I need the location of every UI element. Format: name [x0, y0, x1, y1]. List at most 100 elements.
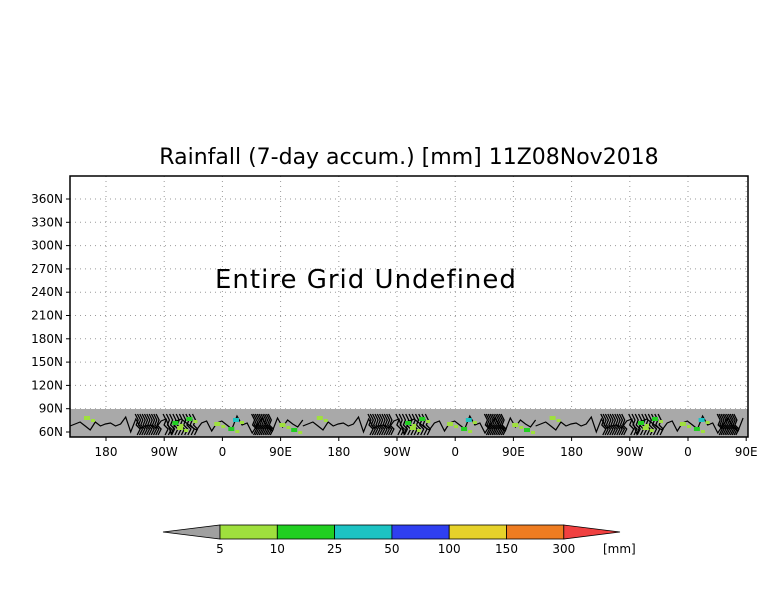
rainfall-pixel	[240, 421, 244, 424]
x-tick-label: 0	[451, 445, 459, 459]
colorbar-label: 50	[384, 542, 399, 556]
coastline-fragment	[379, 413, 386, 436]
coastline-fragment	[381, 413, 388, 436]
colorbar-label: 5	[216, 542, 224, 556]
colorbar-label: 300	[552, 542, 575, 556]
coastline-fragment	[729, 413, 736, 436]
x-tick-label: 90E	[269, 445, 292, 459]
coastline-fragment	[386, 413, 393, 436]
coastline-fragment	[602, 413, 609, 436]
coastline-fragment	[165, 413, 173, 436]
coastline-fragment	[155, 413, 162, 436]
coastline-fragment	[146, 413, 153, 436]
rainfall-data-pixels	[84, 416, 710, 434]
coastline-fragment	[367, 413, 374, 436]
coastline-fragment	[657, 413, 664, 436]
coastline-fragment	[607, 413, 614, 436]
coastline-fragment	[136, 413, 144, 436]
rainfall-pixel	[323, 419, 328, 422]
coastline-fragment	[169, 413, 176, 436]
coastline-fragment	[493, 413, 500, 436]
colorbar-swatch	[391, 524, 450, 540]
coastline-fragment	[631, 413, 638, 436]
plot-area	[70, 176, 748, 437]
coastline-fragment	[369, 413, 377, 436]
rainfall-pixel	[447, 422, 454, 426]
rainfall-pixel	[291, 428, 298, 432]
coastline-fragment	[489, 413, 496, 436]
coastline-fragment	[374, 413, 381, 436]
rainfall-pixel	[465, 418, 472, 422]
rainfall-pixel	[221, 425, 226, 428]
coastline-fragment	[483, 413, 491, 436]
coastline-fragment	[609, 413, 616, 436]
coastline-fragment	[372, 413, 379, 436]
coastline-fragment	[424, 413, 432, 436]
y-axis-ticks: 360N 330N 300N 270N 240N 210N 180N 150N 120N 90N 6…	[31, 192, 70, 439]
rainfall-pixel	[298, 431, 303, 434]
rainfall-pixel	[235, 430, 240, 433]
x-tick-label: 90E	[502, 445, 525, 459]
rainfall-pixel	[233, 418, 239, 422]
x-tick-label: 90W	[616, 445, 643, 459]
coastline-fragment	[143, 413, 151, 436]
coastline-fragment	[600, 413, 607, 436]
coastline-fragment	[388, 413, 395, 436]
coastline-fragment	[634, 413, 641, 436]
y-tick-label: 270N	[31, 262, 63, 276]
y-tick-label: 150N	[31, 355, 63, 369]
coastline-fragment	[141, 413, 148, 436]
rainfall-pixel	[556, 419, 561, 422]
coastline-fragment	[191, 413, 199, 436]
x-tick-label: 90W	[383, 445, 410, 459]
coastline-fragment	[491, 413, 498, 436]
coastline-fragment	[495, 413, 502, 436]
coastline-fragment	[139, 413, 146, 436]
rainfall-pixel	[214, 422, 221, 426]
rainfall-pixel	[409, 426, 416, 430]
y-tick-label: 120N	[31, 378, 63, 392]
rainfall-pixel	[652, 417, 658, 421]
y-tick-label: 300N	[31, 239, 63, 253]
rainfall-pixel	[659, 420, 663, 423]
coastline-fragment	[267, 413, 275, 436]
coastline-fragment	[616, 413, 623, 436]
rainfall-pixel	[519, 426, 524, 429]
coastline-fragment	[725, 413, 733, 436]
rainfall-pixel	[416, 429, 421, 432]
y-tick-label: 240N	[31, 285, 63, 299]
y-tick-label: 60N	[39, 425, 63, 439]
y-tick-label: 210N	[31, 309, 63, 323]
plot-frame	[69, 175, 749, 438]
coastline-fragment	[718, 413, 725, 436]
coastline-fragment	[724, 413, 731, 436]
coastline-fragment	[618, 413, 626, 436]
map-panel	[69, 175, 749, 438]
colorbar-label: 10	[270, 542, 285, 556]
colorbar-swatch	[276, 524, 335, 540]
rainfall-pixel	[172, 421, 179, 425]
rainfall-pixel	[179, 424, 184, 427]
rainfall-pixel	[472, 421, 477, 424]
undefined-grid-message: Entire Grid Undefined	[215, 265, 517, 295]
colorbar-swatch	[506, 524, 565, 540]
coastline-fragment	[498, 413, 506, 436]
rainfall-pixel	[426, 420, 431, 423]
colorbar-swatch	[448, 524, 507, 540]
y-tick-label: 90N	[39, 402, 63, 416]
x-axis-ticks: 180 90W 0 90E 180 90W 0 90E 180 90W 0 90E	[95, 437, 758, 459]
rainfall-pixel	[686, 425, 691, 428]
rainfall-pixel	[412, 424, 417, 427]
rainfall-pixel	[645, 424, 649, 427]
x-tick-label: 180	[560, 445, 583, 459]
coastline-fragment	[376, 413, 384, 436]
coastline-fragment	[722, 413, 729, 436]
rainfall-pixel	[184, 429, 189, 432]
colorbar-label: 25	[327, 542, 342, 556]
colorbar-label: 100	[438, 542, 461, 556]
rainfall-pixel	[698, 418, 705, 422]
coastline-fragment	[628, 413, 635, 436]
map-title: Rainfall (7-day accum.) [mm] 11Z08Nov201…	[159, 145, 658, 170]
coastline-fragment	[148, 413, 155, 436]
y-tick-label: 360N	[31, 192, 63, 206]
